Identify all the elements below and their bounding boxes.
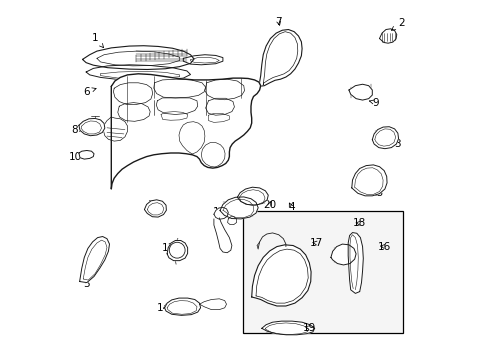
Text: 1: 1 [92, 33, 103, 48]
Text: 8: 8 [71, 125, 83, 135]
Polygon shape [379, 29, 396, 43]
Polygon shape [82, 46, 194, 69]
Bar [242, 211, 402, 333]
Polygon shape [86, 65, 190, 81]
Text: 7: 7 [275, 17, 282, 27]
Polygon shape [251, 245, 310, 306]
Polygon shape [183, 55, 223, 65]
Polygon shape [167, 240, 187, 261]
Polygon shape [213, 207, 228, 219]
Polygon shape [111, 74, 260, 189]
Polygon shape [144, 200, 166, 217]
Text: 13: 13 [370, 188, 384, 198]
Text: 11: 11 [162, 243, 175, 253]
Polygon shape [371, 127, 398, 149]
Polygon shape [80, 237, 109, 283]
Text: 15: 15 [147, 200, 164, 210]
Text: 2: 2 [391, 18, 404, 30]
Text: 5: 5 [82, 274, 91, 289]
Polygon shape [351, 165, 386, 196]
Text: 10: 10 [69, 152, 85, 162]
Polygon shape [258, 30, 302, 86]
Polygon shape [220, 197, 258, 219]
Polygon shape [347, 233, 363, 293]
Text: 9: 9 [368, 98, 378, 108]
Polygon shape [330, 244, 355, 265]
Text: 17: 17 [309, 238, 323, 248]
Text: 14: 14 [157, 303, 170, 313]
Polygon shape [348, 84, 371, 100]
Polygon shape [164, 298, 200, 315]
Polygon shape [261, 321, 314, 335]
Text: 19: 19 [302, 323, 315, 333]
Text: 6: 6 [82, 87, 96, 97]
Polygon shape [79, 150, 94, 159]
Text: 4: 4 [287, 202, 294, 212]
Text: 18: 18 [352, 218, 366, 228]
Text: 20: 20 [263, 200, 276, 210]
Text: 16: 16 [378, 242, 391, 252]
Text: 3: 3 [388, 139, 400, 149]
Polygon shape [79, 118, 104, 136]
Polygon shape [237, 187, 268, 205]
Text: 12: 12 [212, 207, 225, 217]
